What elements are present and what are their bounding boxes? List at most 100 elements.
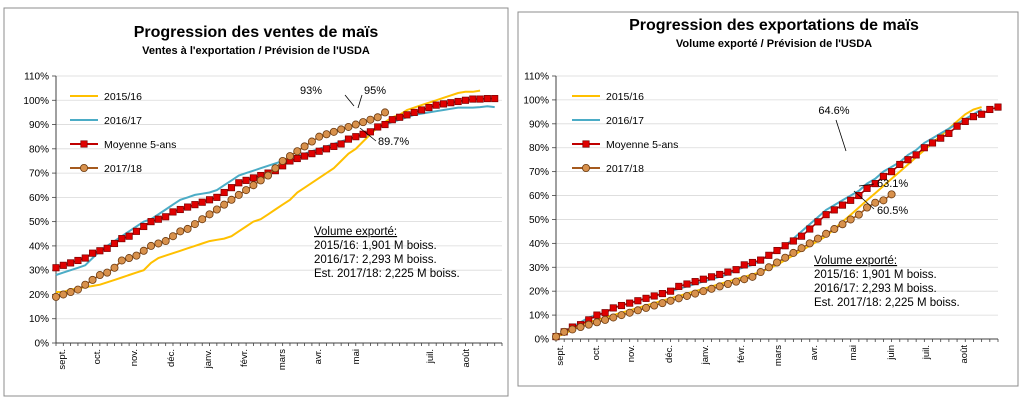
point-moyenne: [757, 256, 765, 264]
y-tick-label: 110%: [24, 72, 49, 83]
point-2017-18: [52, 292, 61, 301]
point-moyenne: [491, 95, 499, 103]
point-2017-18: [691, 289, 700, 298]
point-2017-18: [132, 251, 141, 260]
point-2017-18: [249, 181, 258, 190]
point-moyenne: [176, 205, 184, 214]
point-moyenne: [125, 232, 133, 240]
point-2017-18: [227, 195, 236, 204]
point-moyenne: [169, 208, 177, 216]
point-2017-18: [366, 115, 375, 124]
point-moyenne: [74, 256, 82, 265]
point-moyenne: [184, 203, 192, 211]
point-moyenne: [96, 247, 104, 255]
point-2017-18: [772, 258, 781, 267]
chart-subtitle: Volume exporté / Prévision de l'USDA: [676, 38, 872, 50]
point-2017-18: [633, 306, 642, 315]
point-moyenne: [626, 299, 634, 307]
point-moyenne: [896, 160, 904, 169]
point-moyenne: [344, 135, 353, 143]
point-moyenne: [81, 254, 89, 262]
point-moyenne: [617, 301, 626, 310]
point-moyenne: [308, 150, 316, 158]
point-2017-18: [139, 246, 148, 255]
point-2017-18: [560, 327, 569, 336]
point-moyenne: [432, 101, 440, 109]
y-tick-label: 110%: [524, 72, 549, 83]
point-2017-18: [740, 275, 749, 284]
point-2017-18: [322, 130, 331, 139]
point-moyenne: [110, 239, 119, 248]
point-moyenne: [220, 188, 228, 197]
point-moyenne: [748, 258, 756, 267]
point-2017-18: [822, 229, 831, 238]
point-moyenne: [593, 311, 601, 319]
legend-marker: [80, 140, 88, 148]
annotation-label: 60.5%: [877, 205, 908, 217]
chart-subtitle: Ventes à l'exportation / Prévision de l'…: [142, 45, 370, 57]
point-moyenne: [953, 122, 961, 130]
point-moyenne: [118, 235, 126, 243]
point-2017-18: [88, 275, 97, 284]
volume-note-line: Volume exporté:: [814, 255, 897, 267]
legend-label: 2015/16: [606, 91, 644, 103]
volume-note-line: Est. 2017/18: 2,225 M boiss.: [814, 297, 960, 309]
point-2017-18: [125, 254, 134, 263]
x-tick-label: juil.: [921, 345, 932, 360]
y-tick-label: 100%: [523, 95, 549, 106]
point-moyenne: [154, 215, 162, 223]
point-2017-18: [699, 287, 708, 296]
x-tick-label: mai: [848, 345, 859, 360]
point-2017-18: [887, 190, 896, 199]
point-moyenne: [732, 266, 740, 274]
annotation-leader: [359, 127, 377, 142]
x-tick-label: août: [461, 349, 472, 368]
y-tick-label: 90%: [29, 120, 49, 131]
legend-label: 2016/17: [104, 115, 142, 127]
chart-frame: [517, 11, 1019, 387]
point-moyenne: [871, 180, 879, 188]
point-moyenne: [403, 111, 411, 119]
point-moyenne: [359, 130, 367, 138]
point-2017-18: [271, 164, 280, 173]
point-moyenne: [67, 259, 75, 267]
point-moyenne: [814, 218, 822, 226]
x-tick-label: avr.: [809, 345, 820, 360]
volume-note-line: 2015/16: 1,901 M boiss.: [314, 240, 437, 252]
point-moyenne: [994, 103, 1002, 111]
annotation-leader: [835, 119, 847, 152]
point-moyenne: [945, 129, 953, 137]
point-moyenne: [806, 225, 814, 233]
x-tick-label: janv.: [700, 345, 711, 365]
point-2017-18: [650, 301, 659, 310]
point-moyenne: [242, 176, 250, 184]
y-tick-label: 10%: [529, 311, 549, 322]
point-2017-18: [256, 176, 265, 185]
point-moyenne: [969, 113, 977, 121]
point-moyenne: [609, 304, 617, 312]
point-moyenne: [986, 105, 994, 114]
point-moyenne: [716, 270, 724, 278]
point-2017-18: [732, 277, 741, 286]
annotation-label: 95%: [364, 85, 386, 97]
x-tick-label: juin: [886, 345, 897, 361]
volume-note-line: Volume exporté:: [314, 226, 397, 238]
point-moyenne: [740, 261, 748, 269]
point-moyenne: [293, 154, 301, 163]
point-2017-18: [242, 186, 251, 195]
x-tick-label: nov.: [129, 349, 140, 366]
point-moyenne: [447, 99, 455, 107]
point-moyenne: [235, 179, 243, 187]
y-tick-label: 50%: [29, 217, 49, 228]
point-moyenne: [920, 144, 928, 152]
chart-title: Progression des exportations de maïs: [629, 17, 919, 34]
legend-label: 2015/16: [104, 91, 142, 103]
point-moyenne: [140, 222, 148, 231]
point-2017-18: [190, 220, 199, 229]
point-moyenne: [691, 278, 699, 286]
y-tick-label: 80%: [29, 144, 49, 155]
point-moyenne: [699, 275, 707, 283]
point-moyenne: [461, 96, 469, 104]
point-moyenne: [469, 95, 477, 103]
